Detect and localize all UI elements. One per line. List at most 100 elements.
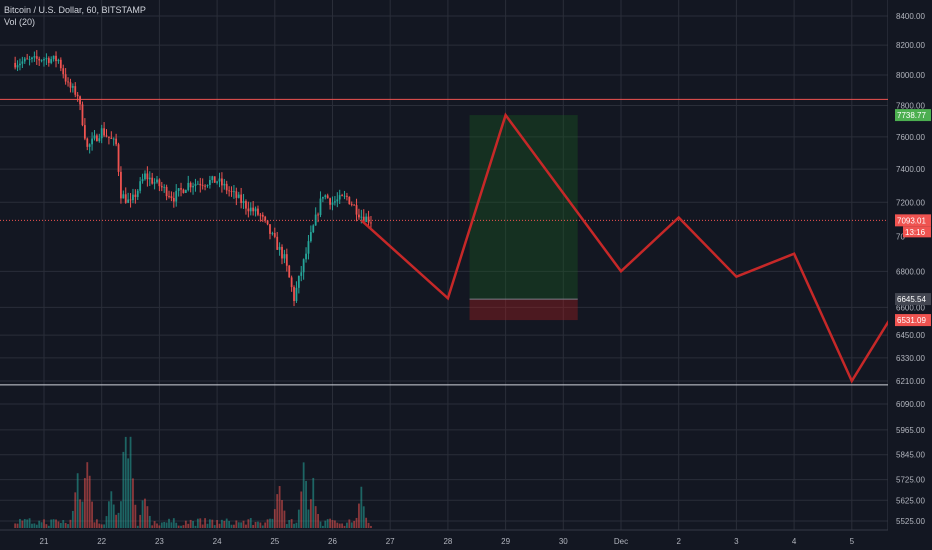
volume-bar: [50, 519, 53, 528]
symbol-title[interactable]: Bitcoin / U.S. Dollar, 60, BITSTAMP: [4, 5, 146, 15]
volume-bar: [252, 524, 255, 528]
volume-bar: [278, 486, 281, 528]
candle-body: [120, 171, 122, 199]
time-tick-label: 26: [328, 537, 337, 546]
volume-bar: [170, 522, 173, 528]
candle-body: [168, 196, 170, 197]
volume-bar: [151, 525, 154, 528]
volume-bar: [338, 523, 341, 528]
price-tick-label: 8000.00: [896, 71, 925, 80]
candle-body: [129, 199, 132, 201]
candle-body: [288, 265, 291, 278]
volume-bar: [19, 518, 21, 528]
candle-body: [40, 60, 43, 62]
time-tick-label: 21: [40, 537, 49, 546]
candle-body: [312, 225, 315, 233]
candle-body: [189, 182, 192, 188]
price-badge: [895, 314, 931, 327]
price-tick-label: 8400.00: [896, 12, 925, 21]
candle-body: [38, 58, 41, 61]
volume-bar: [35, 524, 38, 528]
volume-bar: [110, 491, 113, 528]
volume-bar: [269, 518, 271, 528]
candle-body: [302, 259, 305, 273]
volume-bar: [240, 522, 243, 528]
candle-body: [264, 216, 267, 221]
price-tick-label: 5625.00: [896, 496, 925, 505]
long-position-tool[interactable]: [469, 115, 578, 321]
candle-body: [122, 194, 125, 199]
volume-bar: [211, 519, 214, 528]
candle-body: [35, 56, 38, 59]
candle-body: [180, 188, 182, 190]
candle-body: [276, 236, 279, 250]
volume-bar: [326, 519, 329, 528]
chart-legend: Bitcoin / U.S. Dollar, 60, BITSTAMP Vol …: [4, 4, 146, 28]
candle-body: [115, 138, 118, 145]
time-tick-label: 27: [386, 537, 395, 546]
candle-body: [261, 214, 264, 217]
volume-bar: [108, 501, 110, 528]
candle-body: [91, 138, 93, 145]
volume-bar: [360, 486, 363, 528]
volume-bar: [233, 524, 235, 528]
candle-body: [249, 207, 252, 212]
candle-body: [156, 179, 158, 183]
candle-body: [314, 214, 317, 226]
volume-bar: [93, 522, 96, 528]
volume-bar: [105, 516, 108, 528]
candle-body: [14, 62, 17, 68]
candle-body: [83, 125, 86, 139]
candle-body: [346, 195, 348, 197]
price-tick-label: 6090.00: [896, 400, 925, 409]
volume-bar: [124, 436, 127, 528]
candle-body: [158, 179, 161, 187]
volume-bar: [71, 510, 74, 528]
volume-bar: [242, 520, 245, 528]
candle-body: [175, 190, 178, 202]
volume-indicator-label[interactable]: Vol (20): [4, 17, 36, 27]
volume-bar: [288, 519, 291, 528]
candle-body: [317, 214, 319, 216]
price-axis-background: [888, 0, 932, 550]
volume-bar: [273, 509, 276, 528]
candle-body: [237, 194, 240, 198]
candle-body: [67, 81, 69, 83]
volume-bar: [144, 498, 146, 528]
volume-bar: [45, 524, 48, 528]
volume-bar: [237, 522, 240, 528]
volume-bar: [182, 525, 185, 528]
candle-body: [295, 287, 298, 302]
candle-body: [192, 185, 194, 188]
candle-body: [76, 94, 79, 97]
candle-body: [86, 138, 89, 147]
candle-body: [216, 181, 218, 183]
candle-body: [273, 233, 276, 237]
volume-bar: [317, 513, 319, 528]
volume-bar: [367, 522, 370, 528]
position-profit-zone: [469, 115, 578, 300]
volume-bar: [115, 514, 118, 528]
candle-body: [355, 205, 358, 215]
candle-body: [172, 197, 175, 202]
volume-bar: [21, 520, 24, 528]
candle-body: [358, 214, 360, 218]
horizontal-lines[interactable]: [0, 98, 888, 386]
projection-path[interactable]: [360, 112, 911, 384]
candle-body: [259, 214, 262, 216]
time-tick-label: 2: [676, 537, 681, 546]
volume-bar: [201, 524, 204, 528]
price-badge-label: 6645.54: [897, 295, 926, 304]
candle-body: [208, 180, 211, 186]
candle-body: [47, 58, 50, 63]
volume-bar: [235, 520, 238, 528]
candle-body: [19, 63, 21, 66]
price-tick-label: 7400.00: [896, 165, 925, 174]
volume-bar: [33, 523, 36, 528]
volume-bar: [223, 520, 226, 528]
candle-body: [204, 185, 206, 187]
volume-bar: [247, 519, 250, 528]
candle-body: [146, 173, 149, 180]
volume-bar: [204, 518, 206, 528]
